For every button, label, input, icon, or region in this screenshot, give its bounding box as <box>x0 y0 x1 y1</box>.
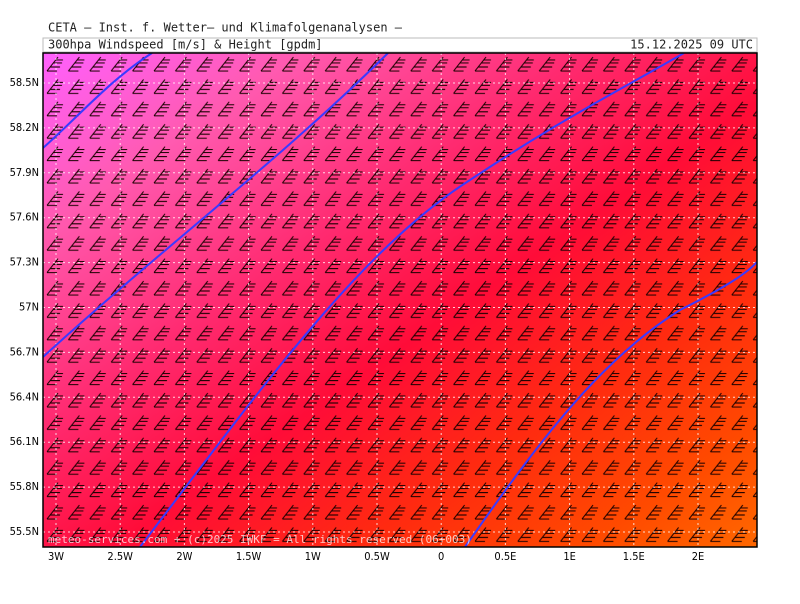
lat-label: 56.7N <box>10 345 39 358</box>
institute-title: CETA – Inst. f. Wetter– und Klimafolgena… <box>48 21 403 35</box>
map-area: meteo-services.com + (c)2025 IWKF = All … <box>43 53 757 547</box>
lon-label: 1.5W <box>236 550 262 563</box>
graticule <box>43 53 757 547</box>
copyright: meteo-services.com + (c)2025 IWKF = All … <box>48 533 472 546</box>
product-title: 300hpa Windspeed [m/s] & Height [gpdm] <box>48 38 323 52</box>
contour <box>139 53 685 547</box>
contour <box>43 53 389 358</box>
lon-label: 1W <box>305 550 321 563</box>
lat-label: 57.6N <box>10 211 39 224</box>
axis-labels: 58.5N 58.2N 57.9N 57.6N 57.3N 57N 56.7N 56.4N 56… <box>10 76 705 563</box>
lat-label: 55.5N <box>10 525 39 538</box>
lon-label: 0.5W <box>364 550 390 563</box>
lon-label: 1E <box>563 550 576 563</box>
lon-label: 2E <box>692 550 705 563</box>
contour <box>43 53 153 149</box>
lat-label: 55.8N <box>10 480 39 493</box>
header-bar <box>42 37 758 53</box>
lon-label: 1.5E <box>623 550 645 563</box>
lon-label: 3W <box>48 550 64 563</box>
lon-label: 2W <box>176 550 192 563</box>
lat-label: 56.4N <box>10 390 39 403</box>
wind-barbs <box>43 53 757 547</box>
lat-label: 56.1N <box>10 435 39 448</box>
contour <box>464 261 757 547</box>
height-contours <box>43 53 757 547</box>
lat-label: 57.3N <box>10 256 39 269</box>
lat-label: 58.5N <box>10 76 39 89</box>
lat-label: 58.2N <box>10 121 39 134</box>
lat-label: 57N <box>19 301 39 314</box>
lon-label: 2.5W <box>107 550 133 563</box>
lon-label: 0.5E <box>494 550 516 563</box>
datetime: 15.12.2025 09 UTC <box>630 38 753 52</box>
lat-label: 57.9N <box>10 166 39 179</box>
lon-label: 0 <box>438 550 444 563</box>
map-frame <box>42 52 758 548</box>
